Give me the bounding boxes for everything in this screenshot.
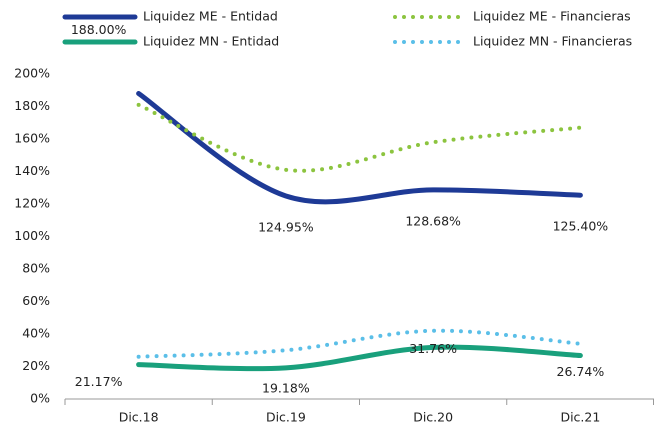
y-tick-label: 0% <box>30 391 50 406</box>
x-tick-label: Dic.20 <box>413 410 453 425</box>
value-label: 31.76% <box>409 341 457 356</box>
value-label: 19.18% <box>262 380 310 395</box>
legend-label: Liquidez MN - Financieras <box>473 34 632 49</box>
legend-label: Liquidez MN - Entidad <box>143 34 279 49</box>
x-tick-label: Dic.19 <box>266 410 306 425</box>
series-line <box>136 102 583 173</box>
value-label: 124.95% <box>258 219 314 234</box>
y-tick-label: 100% <box>14 228 50 243</box>
legend-label: Liquidez ME - Financieras <box>473 9 631 24</box>
x-tick-label: Dic.18 <box>119 410 159 425</box>
value-label: 125.40% <box>553 219 609 234</box>
value-label: 188.00% <box>71 22 127 37</box>
value-label: 128.68% <box>405 213 461 228</box>
y-tick-label: 20% <box>22 358 50 373</box>
y-tick-label: 200% <box>14 66 50 81</box>
series-line <box>136 344 583 372</box>
legend-label: Liquidez ME - Entidad <box>143 9 278 24</box>
y-tick-label: 140% <box>14 163 50 178</box>
y-tick-label: 180% <box>14 98 50 113</box>
y-tick-label: 80% <box>22 261 50 276</box>
y-tick-label: 40% <box>22 326 50 341</box>
y-tick-label: 160% <box>14 131 50 146</box>
value-label: 26.74% <box>557 364 605 379</box>
value-label: 21.17% <box>75 374 123 389</box>
y-tick-label: 60% <box>22 293 50 308</box>
x-tick-label: Dic.21 <box>560 410 600 425</box>
y-tick-label: 120% <box>14 196 50 211</box>
series-line <box>136 91 583 205</box>
series-line <box>136 328 583 359</box>
